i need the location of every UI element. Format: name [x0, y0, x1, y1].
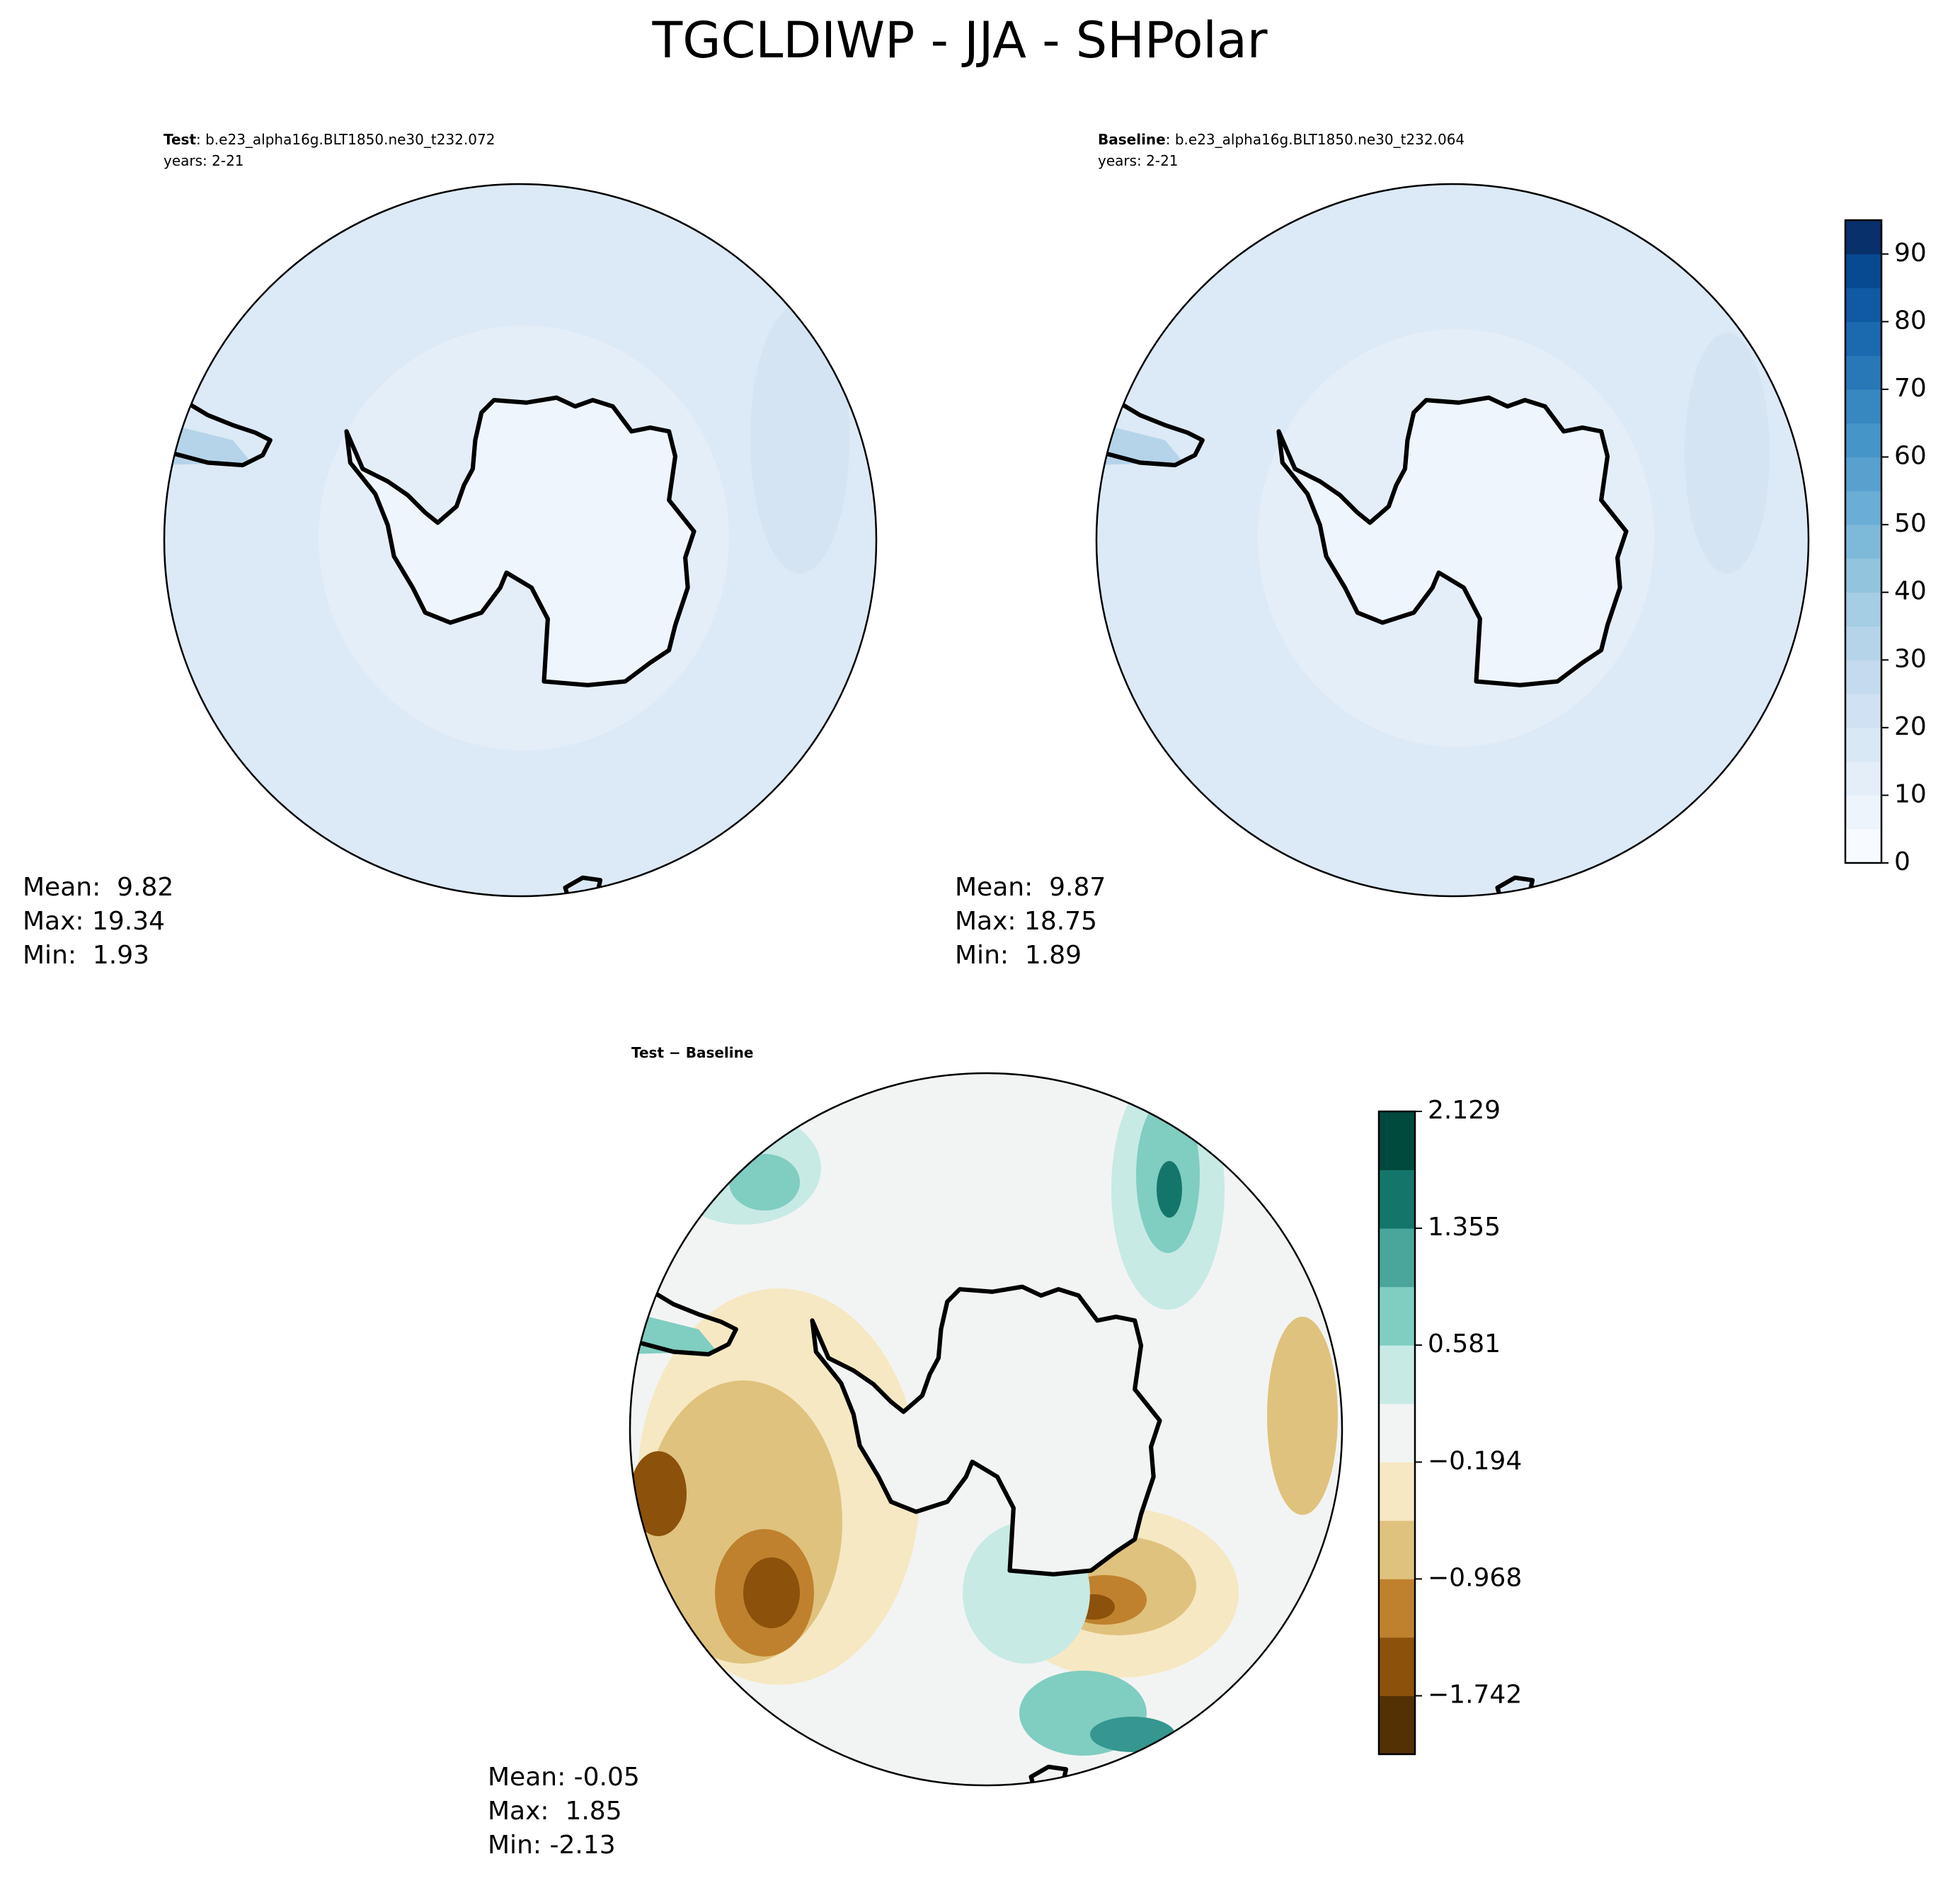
colorbar-band	[1379, 1228, 1415, 1288]
stat-line: Mean: -0.05	[488, 1763, 640, 1792]
colorbar-tick-label: 80	[1894, 306, 1927, 335]
panel-header: Test: b.e23_alpha16g.BLT1850.ne30_t232.0…	[164, 131, 495, 148]
colorbar-frame	[1377, 1110, 1416, 1756]
colorbar-tick-label: 70	[1894, 374, 1927, 403]
colorbar-band	[1845, 558, 1881, 593]
stat-line: Max: 1.85	[488, 1797, 622, 1826]
colorbar-band	[1845, 423, 1881, 458]
colorbar-band	[1845, 660, 1881, 694]
colorbar-tick-label: 0	[1894, 847, 1910, 876]
colorbar-band	[1379, 1111, 1415, 1171]
stat-line: Min: 1.93	[23, 941, 149, 970]
panel-years: years: 2-21	[164, 152, 244, 169]
colorbar-band	[1379, 1579, 1415, 1638]
panel-header: Baseline: b.e23_alpha16g.BLT1850.ne30_t2…	[1098, 131, 1465, 148]
colorbar-band	[1379, 1520, 1415, 1579]
stat-line: Mean: 9.82	[23, 873, 173, 902]
stat-line: Max: 18.75	[955, 907, 1097, 936]
colorbar-tick-label: −0.194	[1428, 1446, 1522, 1475]
colorbar-tick-label: −0.968	[1428, 1563, 1522, 1592]
colorbar-band	[1379, 1286, 1415, 1346]
colorbar-band	[1379, 1403, 1415, 1463]
colorbar-tick-label: 1.355	[1428, 1213, 1501, 1242]
panel-label: Test	[164, 131, 196, 148]
map-frame	[629, 1072, 1343, 1787]
colorbar-band	[1379, 1169, 1415, 1229]
colorbar-tick-label: 0.581	[1428, 1329, 1501, 1358]
colorbar-band	[1845, 253, 1881, 289]
colorbar-band	[1845, 491, 1881, 525]
colorbar-band	[1845, 389, 1881, 424]
colorbar-tick-label: 10	[1894, 779, 1927, 808]
colorbar-band	[1845, 626, 1881, 660]
stats: Mean: -0.05 Max: 1.85 Min: -2.13	[488, 1763, 640, 1860]
colorbar-band	[1845, 321, 1881, 356]
map	[164, 184, 876, 896]
stats: Mean: 9.87 Max: 18.75 Min: 1.89	[955, 873, 1106, 970]
colorbar-tick-label: 60	[1894, 442, 1927, 471]
stat-line: Mean: 9.87	[955, 873, 1106, 902]
colorbar-tick-label: 40	[1894, 577, 1927, 606]
panel-label: Test − Baseline	[631, 1044, 753, 1061]
colorbar-tick-label: 2.129	[1428, 1096, 1501, 1125]
colorbar-band	[1845, 355, 1881, 390]
colorbar-band	[1845, 592, 1881, 627]
colorbar-band	[1845, 795, 1881, 830]
panel-case: : b.e23_alpha16g.BLT1850.ne30_t232.072	[196, 131, 495, 148]
colorbar-band	[1845, 694, 1881, 728]
colorbar-band	[1845, 220, 1881, 255]
colorbar-tick-label: 30	[1894, 644, 1927, 673]
map-frame	[1095, 183, 1810, 898]
colorbar-tick-label: −1.742	[1428, 1680, 1522, 1709]
colorbar-band	[1845, 829, 1881, 864]
colorbar-frame	[1844, 219, 1883, 864]
colorbar-band	[1379, 1637, 1415, 1696]
colorbar-band	[1845, 287, 1881, 322]
colorbar-band	[1845, 525, 1881, 559]
panel-case: : b.e23_alpha16g.BLT1850.ne30_t232.064	[1166, 131, 1465, 148]
colorbar-tick-label: 20	[1894, 712, 1927, 741]
map-frame	[163, 183, 878, 898]
panel-label: Baseline	[1098, 131, 1166, 148]
stat-line: Max: 19.34	[23, 907, 165, 936]
colorbar-band	[1379, 1695, 1415, 1755]
stats: Mean: 9.82 Max: 19.34 Min: 1.93	[23, 873, 173, 970]
colorbar-band	[1845, 761, 1881, 796]
map	[1096, 184, 1809, 896]
colorbar-tick-label: 90	[1894, 239, 1927, 268]
stat-line: Min: -2.13	[488, 1831, 616, 1860]
colorbar-band	[1845, 727, 1881, 762]
figure-title: TGCLDIWP - JJA - SHPolar	[651, 11, 1267, 69]
colorbar-band	[1379, 1462, 1415, 1521]
colorbar-tick-label: 50	[1894, 509, 1927, 538]
colorbar-band	[1379, 1345, 1415, 1404]
stat-line: Min: 1.89	[955, 941, 1082, 970]
panel-years: years: 2-21	[1098, 152, 1179, 169]
colorbar-band	[1845, 457, 1881, 491]
